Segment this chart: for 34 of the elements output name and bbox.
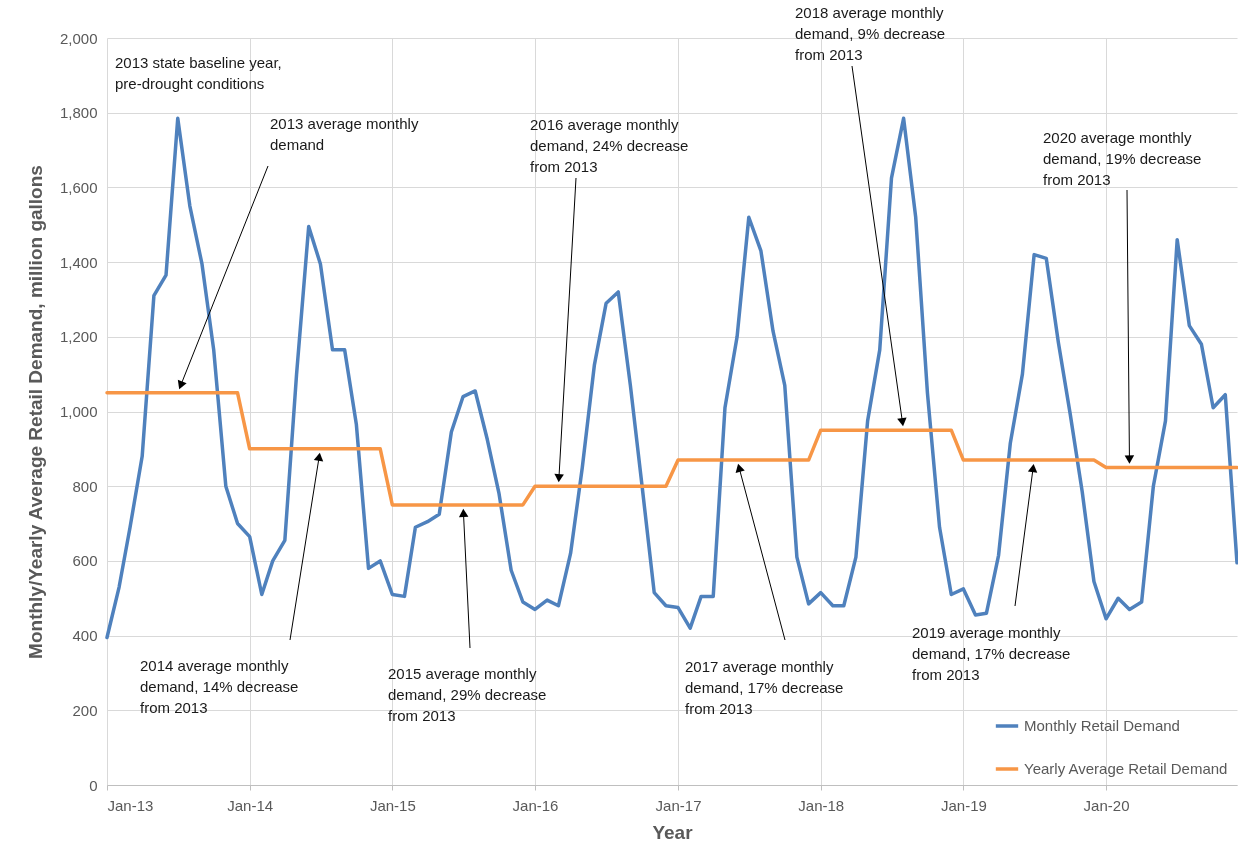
legend-label: Yearly Average Retail Demand [1024, 760, 1228, 777]
annotation: 2013 state baseline year, pre-drought conditions [115, 54, 282, 92]
y-tick-label: 1,600 [59, 178, 98, 196]
annotation: 2013 average monthly demand [270, 115, 419, 153]
y-tick-label: 1,400 [59, 253, 98, 271]
x-tick-label: Jan-17 [655, 796, 702, 814]
y-tick-label: 800 [72, 477, 98, 495]
annotation: 2018 average monthly demand, 9% decrease from 2013 [795, 4, 946, 63]
annotation: 2016 average monthly demand, 24% decrease from 2013 [530, 116, 689, 175]
y-axis-title: Monthly/Yearly Average Retail Demand, million gallons [24, 165, 46, 659]
annotation: 2015 average monthly demand, 29% decrease from 2013 [388, 665, 547, 724]
y-tick-label: 1,000 [59, 403, 98, 420]
annotation: 2020 average monthly demand, 19% decrease from 2013 [1043, 129, 1202, 188]
x-tick-label: Jan-19 [940, 796, 987, 814]
y-tick-label: 400 [72, 627, 98, 645]
line-series [105, 116, 1238, 640]
y-tick-label: 2,000 [59, 29, 98, 47]
x-tick-label: Jan-13 [107, 796, 154, 814]
annotation: 2014 average monthly demand, 14% decrease from 2013 [140, 657, 299, 716]
x-tick-label: Jan-18 [798, 796, 845, 814]
x-tick-label: Jan-14 [227, 796, 274, 814]
y-tick-label: 200 [72, 701, 98, 719]
line-series [105, 391, 1238, 507]
y-tick-label: 0 [89, 776, 98, 794]
x-tick-label: Jan-15 [369, 796, 416, 814]
x-tick-label: Jan-16 [512, 796, 559, 814]
legend-label: Monthly Retail Demand [1024, 717, 1180, 734]
y-tick-label: 600 [72, 552, 98, 570]
x-axis-title: Year [652, 821, 694, 843]
y-tick-label: 1,800 [59, 104, 98, 122]
y-tick-label: 1,200 [59, 328, 98, 346]
x-tick-label: Jan-20 [1083, 796, 1130, 814]
annotation: 2017 average monthly demand, 17% decrease from 2013 [685, 658, 844, 717]
annotation: 2019 average monthly demand, 17% decrease from 2013 [912, 624, 1071, 683]
